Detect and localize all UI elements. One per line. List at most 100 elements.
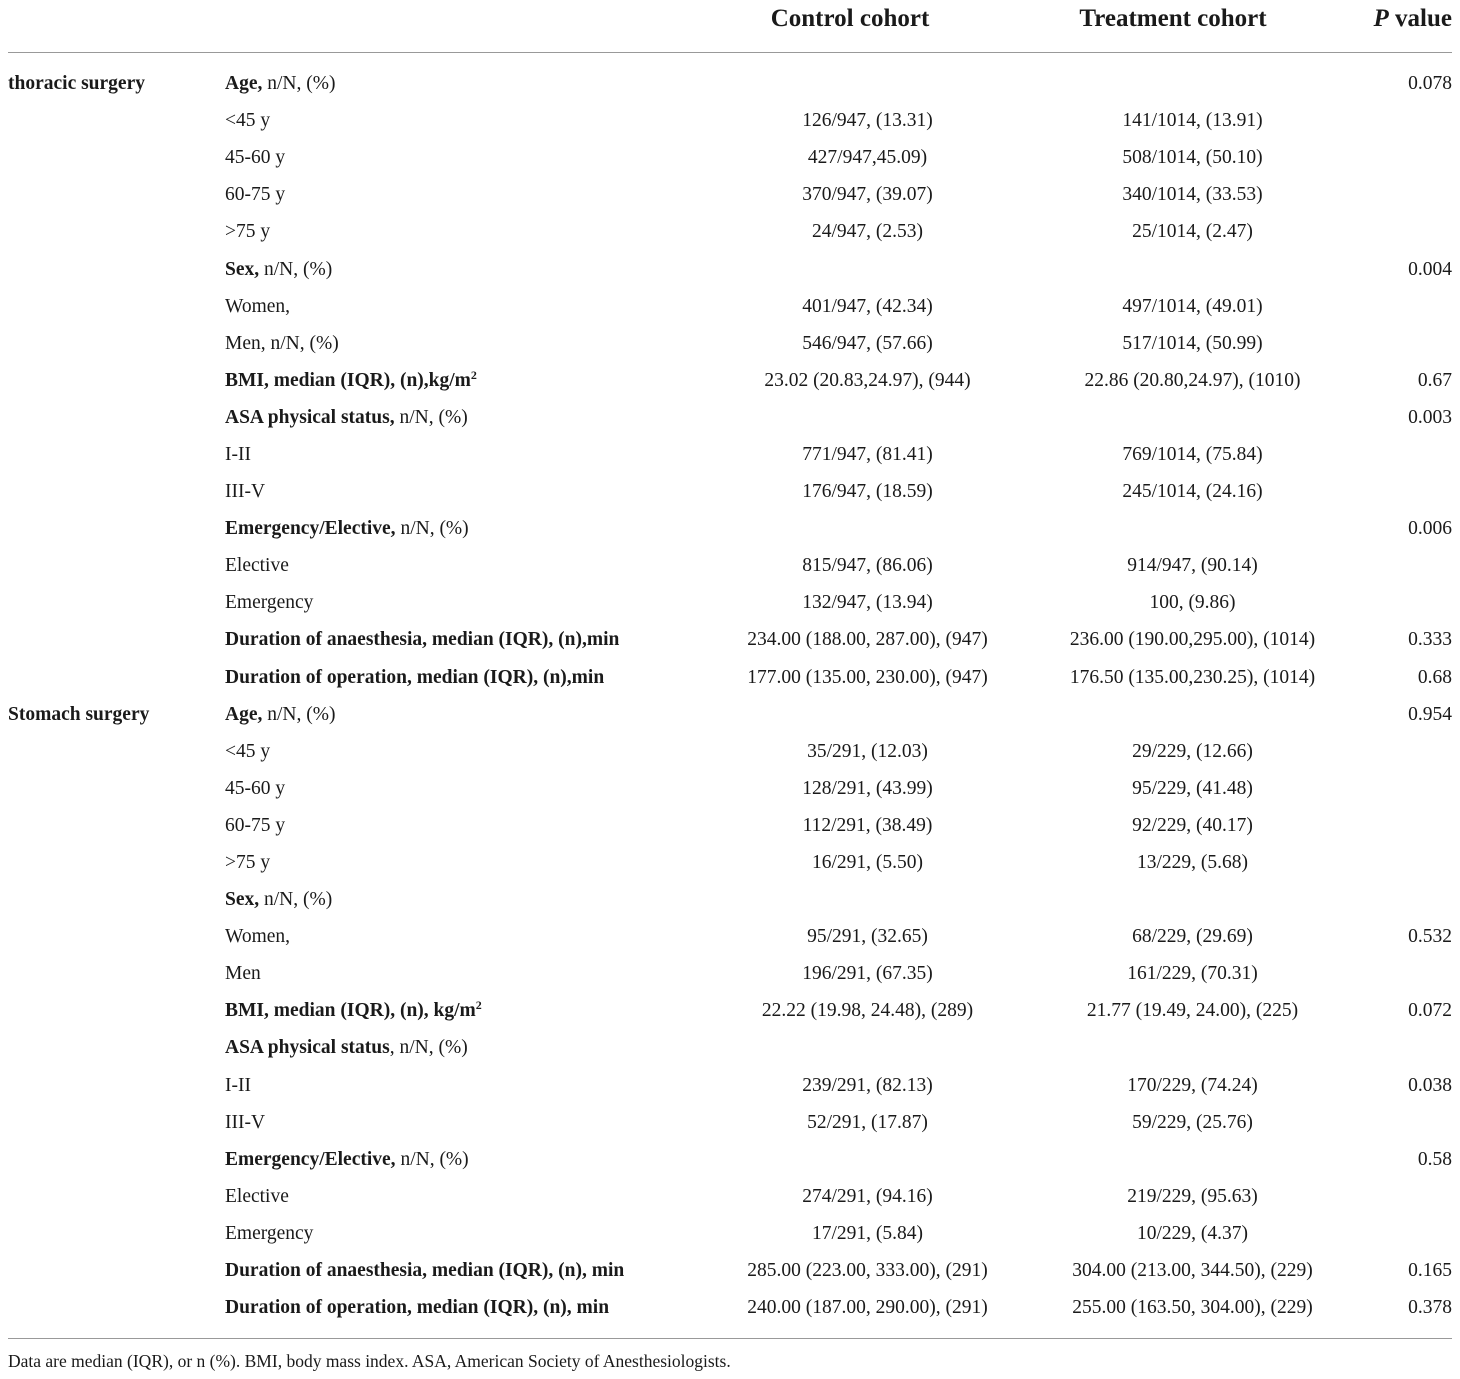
label-bold: Emergency/Elective,: [225, 1148, 396, 1170]
treatment-value: [1030, 399, 1355, 436]
p-value: [1355, 955, 1460, 992]
p-value: 0.078: [1408, 73, 1452, 95]
control-value: 401/947, (42.34): [802, 295, 933, 317]
label-bold: Age,: [225, 703, 263, 725]
group-cell: [8, 139, 225, 176]
label-cell: 45-60 y: [225, 770, 705, 807]
p-value: [1355, 139, 1460, 176]
label-text: Women,: [225, 295, 291, 317]
table-row: BMI, median (IQR), (n),kg/m2 23.02 (20.83…: [8, 362, 1460, 399]
group-cell: [8, 733, 225, 770]
label-cell: Duration of anaesthesia, median (IQR), (…: [225, 1252, 705, 1289]
control-value: 95/291, (32.65): [807, 926, 928, 948]
control-value: 52/291, (17.87): [807, 1111, 928, 1133]
p-value: 0.003: [1408, 406, 1452, 428]
treatment-value: 161/229, (70.31): [1127, 963, 1258, 985]
control-value: 128/291, (43.99): [802, 777, 933, 799]
p-value: [1355, 325, 1460, 362]
table-row: BMI, median (IQR), (n), kg/m2 22.22 (19.9…: [8, 992, 1460, 1029]
label-text: Emergency: [225, 1222, 314, 1244]
group-cell: [8, 1215, 225, 1252]
treatment-value: [1030, 510, 1355, 547]
treatment-value: 59/229, (25.76): [1132, 1111, 1253, 1133]
treatment-value: [1030, 881, 1355, 918]
p-value: 0.165: [1408, 1260, 1452, 1282]
p-value: [1355, 733, 1460, 770]
label-text: 45-60 y: [225, 777, 286, 799]
label-cell: Emergency: [225, 584, 705, 621]
table-row: III-V 52/291, (17.87) 59/229, (25.76): [8, 1104, 1460, 1141]
p-value: [1355, 102, 1460, 139]
p-value: 0.004: [1408, 258, 1452, 280]
label-bold: Emergency/Elective,: [225, 518, 396, 540]
label-bold: Duration of operation, median (IQR), (n)…: [225, 1297, 610, 1319]
table-row: thoracic surgery Age, n/N, (%) 0.078: [8, 65, 1460, 102]
header-rule: [8, 52, 1452, 53]
footnote: Data are median (IQR), or n (%). BMI, bo…: [8, 1351, 731, 1371]
label-text: >75 y: [225, 852, 271, 874]
table-row: Duration of anaesthesia, median (IQR), (…: [8, 1252, 1460, 1289]
treatment-value: 255.00 (163.50, 304.00), (229): [1072, 1297, 1313, 1319]
label-text: n/N, (%): [262, 703, 336, 725]
table-row: ASA physical status, n/N, (%): [8, 1029, 1460, 1066]
label-cell: Duration of operation, median (IQR), (n)…: [225, 659, 705, 696]
header-control-cohort: Control cohort: [770, 5, 930, 32]
table-row: 45-60 y 128/291, (43.99) 95/229, (41.48): [8, 770, 1460, 807]
group-cell: [8, 288, 225, 325]
table-row: Sex, n/N, (%) 0.004: [8, 250, 1460, 287]
p-value: [1355, 584, 1460, 621]
data-table: thoracic surgery Age, n/N, (%) 0.078 <45 y 1…: [8, 65, 1460, 1326]
control-value: 176/947, (18.59): [802, 481, 933, 503]
table-row: >75 y 24/947, (2.53) 25/1014, (2.47): [8, 213, 1460, 250]
label-text: n/N, (%): [259, 258, 333, 280]
label-bold: Age,: [225, 73, 263, 95]
control-value: 16/291, (5.50): [811, 852, 924, 874]
label-cell: Emergency/Elective, n/N, (%): [225, 510, 705, 547]
label-cell: Duration of operation, median (IQR), (n)…: [225, 1289, 705, 1326]
treatment-value: 22.86 (20.80,24.97), (1010): [1084, 369, 1301, 391]
treatment-value: 92/229, (40.17): [1132, 814, 1253, 836]
label-cell: Sex, n/N, (%): [225, 881, 705, 918]
control-value: 427/947,45.09): [807, 147, 928, 169]
treatment-value: 508/1014, (50.10): [1122, 147, 1263, 169]
label-text: , n/N, (%): [389, 1037, 468, 1059]
table-row: Emergency 17/291, (5.84) 10/229, (4.37): [8, 1215, 1460, 1252]
p-value: [1355, 288, 1460, 325]
treatment-value: 95/229, (41.48): [1132, 777, 1253, 799]
label-superscript: 2: [470, 367, 477, 382]
control-value: 196/291, (67.35): [802, 963, 933, 985]
group-cell: [8, 213, 225, 250]
p-value: 0.072: [1408, 1000, 1452, 1022]
control-value: 112/291, (38.49): [802, 814, 933, 836]
table-row: I-II 239/291, (82.13) 170/229, (74.24) 0.03…: [8, 1067, 1460, 1104]
table-row: Men, n/N, (%) 546/947, (57.66) 517/1014, (…: [8, 325, 1460, 362]
header-p-value: P value: [1352, 0, 1460, 52]
label-text: 60-75 y: [225, 814, 286, 836]
group-cell: [8, 955, 225, 992]
label-bold: Duration of anaesthesia, median (IQR), (…: [225, 1260, 625, 1282]
group-cell: [8, 102, 225, 139]
group-cell: [8, 807, 225, 844]
p-value: 0.378: [1408, 1297, 1452, 1319]
control-value: 274/291, (94.16): [802, 1185, 933, 1207]
treatment-value: [1030, 65, 1355, 102]
label-cell: >75 y: [225, 213, 705, 250]
group-cell: [8, 399, 225, 436]
label-cell: Duration of anaesthesia, median (IQR), (…: [225, 621, 705, 658]
p-value: [1355, 1178, 1460, 1215]
label-cell: Elective: [225, 547, 705, 584]
table-row: Emergency/Elective, n/N, (%) 0.006: [8, 510, 1460, 547]
group-cell: [8, 547, 225, 584]
label-bold: ASA physical status: [225, 1037, 390, 1059]
group-cell: [8, 436, 225, 473]
table-row: Women, 401/947, (42.34) 497/1014, (49.01): [8, 288, 1460, 325]
control-value: 240.00 (187.00, 290.00), (291): [747, 1297, 988, 1319]
group-cell: Stomach surgery: [8, 703, 150, 725]
group-cell: [8, 362, 225, 399]
table-row: 60-75 y 370/947, (39.07) 340/1014, (33.53): [8, 176, 1460, 213]
label-cell: Men, n/N, (%): [225, 325, 705, 362]
treatment-value: 29/229, (12.66): [1132, 740, 1253, 762]
group-cell: [8, 1141, 225, 1178]
table-row: >75 y 16/291, (5.50) 13/229, (5.68): [8, 844, 1460, 881]
